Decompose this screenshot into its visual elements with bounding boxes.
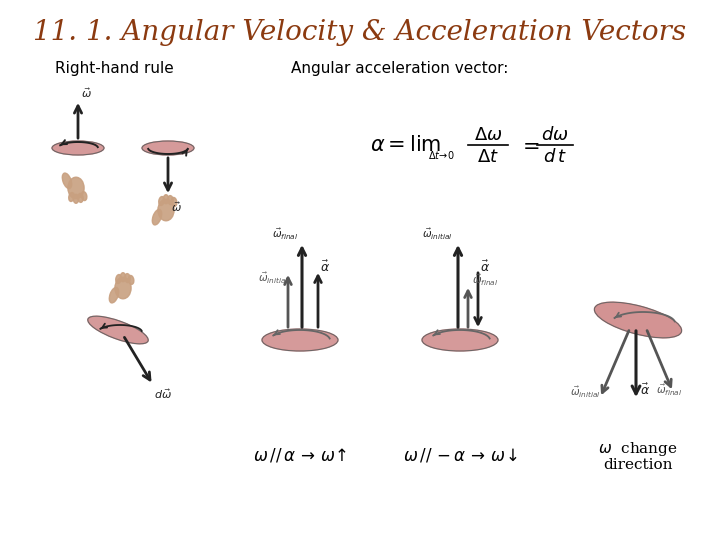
Ellipse shape bbox=[125, 274, 130, 282]
Ellipse shape bbox=[52, 141, 104, 155]
Ellipse shape bbox=[595, 302, 682, 338]
Ellipse shape bbox=[68, 193, 74, 201]
Text: $\omega\,//\,-\alpha\,\rightarrow\,\omega\!\downarrow$: $\omega\,//\,-\alpha\,\rightarrow\,\omeg… bbox=[402, 446, 518, 464]
Ellipse shape bbox=[158, 197, 164, 205]
Text: 11. 1. Angular Velocity & Acceleration Vectors: 11. 1. Angular Velocity & Acceleration V… bbox=[33, 18, 687, 45]
Ellipse shape bbox=[142, 141, 194, 155]
Ellipse shape bbox=[68, 177, 84, 199]
Text: $\vec{\alpha}$: $\vec{\alpha}$ bbox=[320, 260, 330, 275]
Ellipse shape bbox=[153, 210, 162, 225]
Text: $\Delta t \!\to\! 0$: $\Delta t \!\to\! 0$ bbox=[428, 149, 455, 161]
Ellipse shape bbox=[88, 316, 148, 344]
Text: $\Delta t$: $\Delta t$ bbox=[477, 148, 499, 166]
Text: Right-hand rule: Right-hand rule bbox=[55, 60, 174, 76]
Text: $\vec{\alpha}$: $\vec{\alpha}$ bbox=[640, 383, 650, 398]
Text: $\vec{\omega}_{initial}$: $\vec{\omega}_{initial}$ bbox=[570, 384, 600, 400]
Text: $d \omega$: $d \omega$ bbox=[541, 126, 569, 144]
Text: $\vec{\omega}_{final}$: $\vec{\omega}_{final}$ bbox=[472, 273, 498, 288]
Text: $\vec{\omega}_{final}$: $\vec{\omega}_{final}$ bbox=[272, 227, 298, 242]
Ellipse shape bbox=[120, 273, 126, 282]
Ellipse shape bbox=[422, 329, 498, 351]
Ellipse shape bbox=[158, 199, 174, 221]
Text: direction: direction bbox=[603, 458, 672, 472]
Text: $\omega\,//\,\alpha\,\rightarrow\,\omega\!\uparrow$: $\omega\,//\,\alpha\,\rightarrow\,\omega… bbox=[253, 446, 347, 464]
Ellipse shape bbox=[78, 193, 84, 202]
Text: $\vec{\omega}$: $\vec{\omega}$ bbox=[171, 200, 182, 214]
Ellipse shape bbox=[63, 173, 72, 188]
Text: $d\vec{\omega}$: $d\vec{\omega}$ bbox=[154, 387, 172, 401]
Text: $\vec{\omega}$: $\vec{\omega}$ bbox=[81, 86, 92, 100]
Text: $\alpha = \lim$: $\alpha = \lim$ bbox=[370, 135, 441, 155]
Ellipse shape bbox=[163, 195, 168, 204]
Ellipse shape bbox=[262, 329, 338, 351]
Ellipse shape bbox=[116, 274, 121, 284]
Ellipse shape bbox=[73, 194, 78, 203]
Text: $\vec{\omega}_{initial}$: $\vec{\omega}_{initial}$ bbox=[258, 271, 289, 286]
Ellipse shape bbox=[109, 287, 119, 303]
Text: $\omega$  change: $\omega$ change bbox=[598, 440, 678, 458]
Text: $d\, t$: $d\, t$ bbox=[543, 148, 567, 166]
Ellipse shape bbox=[128, 275, 134, 285]
Ellipse shape bbox=[168, 195, 174, 205]
Ellipse shape bbox=[115, 277, 131, 299]
Text: $\Delta \omega$: $\Delta \omega$ bbox=[474, 126, 503, 144]
Text: Angular acceleration vector:: Angular acceleration vector: bbox=[292, 60, 509, 76]
Text: $\vec{\omega}_{initial}$: $\vec{\omega}_{initial}$ bbox=[422, 227, 453, 242]
Text: $\vec{\omega}_{final}$: $\vec{\omega}_{final}$ bbox=[656, 383, 683, 398]
Text: $\vec{\alpha}$: $\vec{\alpha}$ bbox=[480, 260, 490, 275]
Ellipse shape bbox=[81, 192, 87, 200]
Text: $=$: $=$ bbox=[518, 135, 539, 155]
Ellipse shape bbox=[171, 198, 177, 206]
